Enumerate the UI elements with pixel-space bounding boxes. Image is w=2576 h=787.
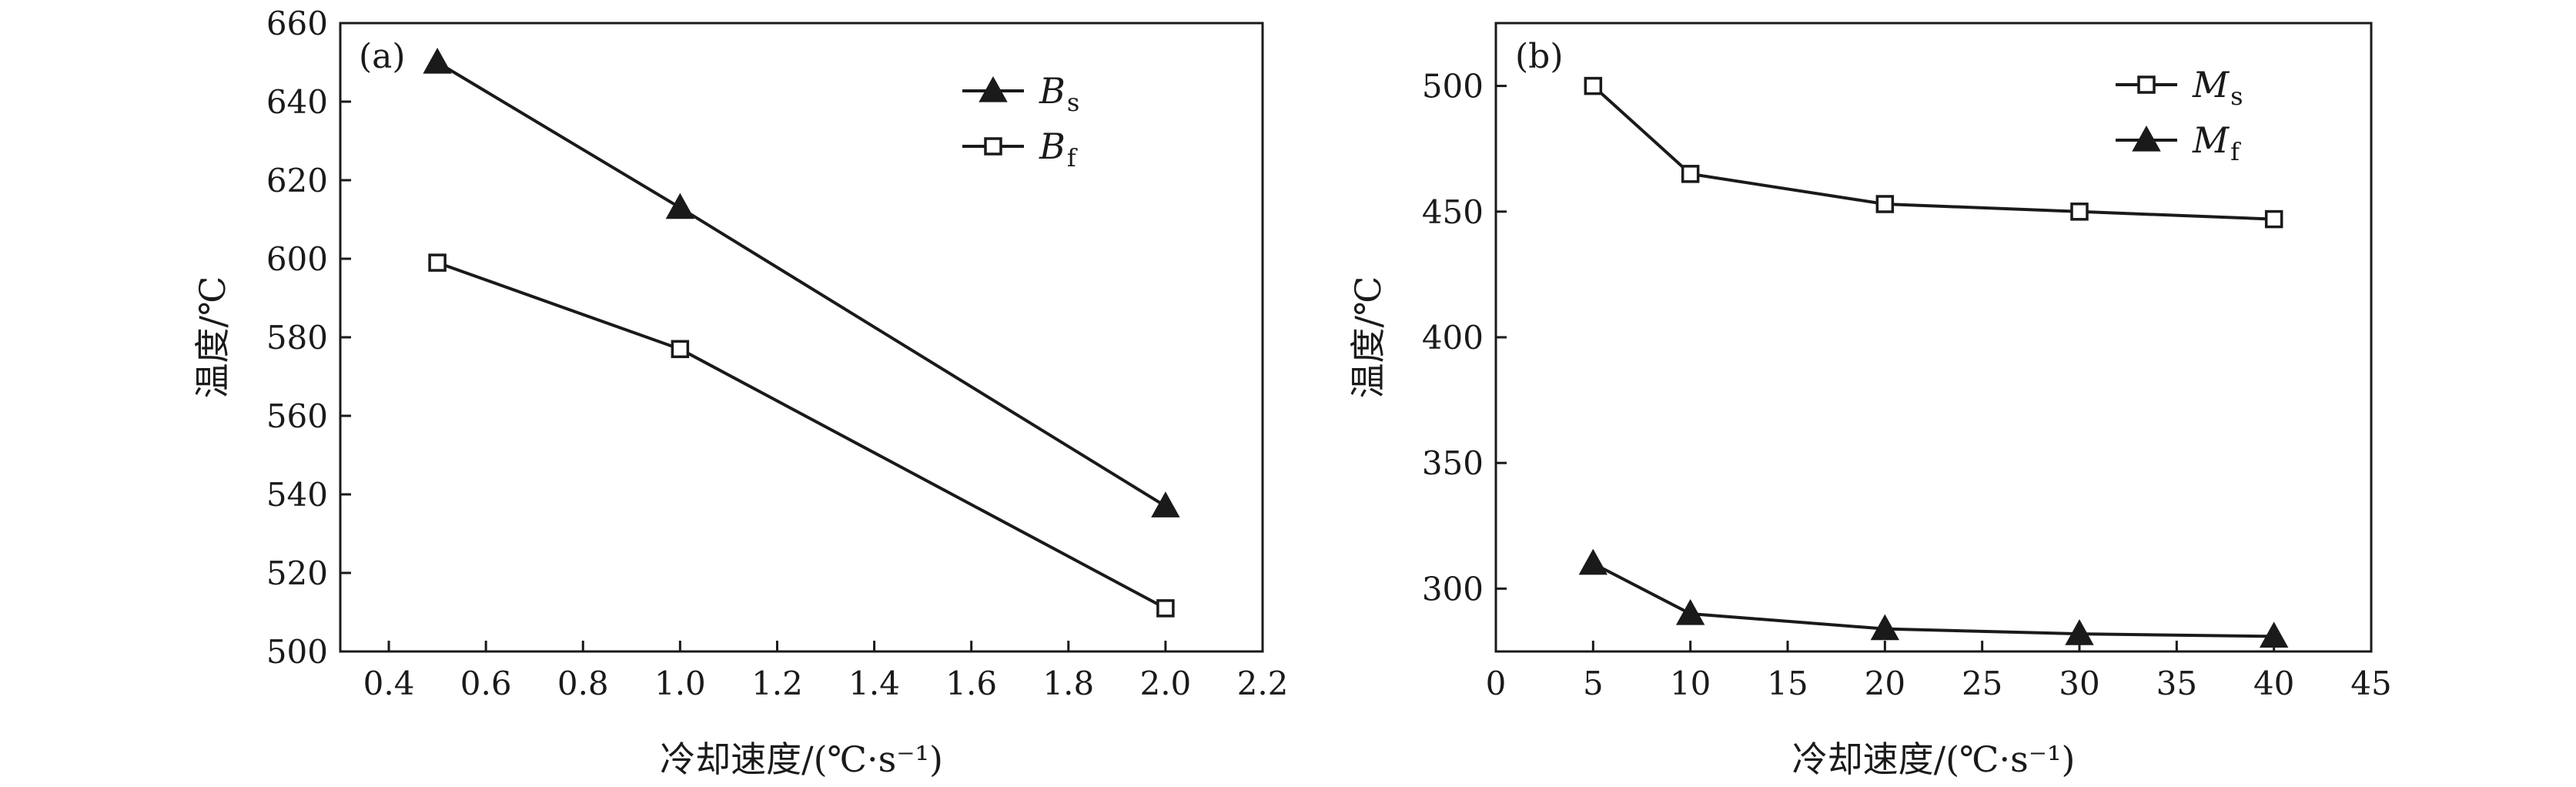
x-tick-label-b: 30 bbox=[2059, 665, 2099, 702]
data-point-ms bbox=[1681, 165, 1700, 183]
y-tick-label-a: 660 bbox=[266, 5, 328, 42]
series-line-ms bbox=[1591, 85, 2274, 221]
x-tick-label-a: 1.0 bbox=[654, 665, 706, 702]
legend-label-bf: Bf bbox=[1039, 126, 1078, 172]
data-point-bs bbox=[423, 47, 452, 74]
y-axis-title-b: 温度/℃ bbox=[1347, 276, 1389, 399]
y-tick-label-b: 450 bbox=[1422, 193, 1484, 231]
legend-marker-ms bbox=[2137, 75, 2156, 94]
y-tick-label-a: 540 bbox=[266, 476, 328, 514]
x-tick-label-a: 1.4 bbox=[848, 665, 900, 702]
x-tick-label-a: 1.2 bbox=[751, 665, 803, 702]
data-point-mf bbox=[2065, 619, 2094, 645]
y-tick-label-a: 600 bbox=[266, 240, 328, 278]
x-tick-label-a: 2.2 bbox=[1237, 665, 1289, 702]
x-tick-label-b: 5 bbox=[1583, 665, 1604, 702]
x-tick-label-b: 15 bbox=[1767, 665, 1808, 702]
x-tick-label-b: 40 bbox=[2253, 665, 2294, 702]
legend-marker-bs bbox=[979, 75, 1008, 102]
x-tick-label-b: 20 bbox=[1865, 665, 1905, 702]
y-tick-label-a: 640 bbox=[266, 83, 328, 121]
y-tick-label-a: 520 bbox=[266, 554, 328, 592]
data-point-ms bbox=[2070, 203, 2089, 221]
x-tick-label-b: 35 bbox=[2156, 665, 2197, 702]
legend-marker-bf bbox=[984, 137, 1002, 156]
legend-label-ms: Ms bbox=[2192, 64, 2243, 111]
data-point-ms bbox=[2264, 209, 2283, 229]
data-point-ms bbox=[1584, 76, 1603, 95]
y-tick-label-a: 580 bbox=[266, 319, 328, 357]
data-point-bf bbox=[671, 340, 690, 359]
y-axis-title-a: 温度/℃ bbox=[192, 276, 233, 399]
data-point-mf bbox=[1870, 614, 1900, 641]
data-point-bf bbox=[1156, 599, 1175, 618]
x-tick-label-b: 45 bbox=[2350, 665, 2391, 702]
data-point-bf bbox=[428, 253, 447, 272]
x-tick-label-a: 0.4 bbox=[363, 665, 415, 702]
x-tick-label-a: 1.8 bbox=[1042, 665, 1094, 702]
data-point-bs bbox=[665, 193, 695, 219]
data-point-ms bbox=[1875, 195, 1895, 213]
data-point-mf bbox=[1578, 548, 1608, 575]
chart-panel-b: 0 5 10 15 20 25 30 35 40 45 300 350 400 450 500 冷却速度/(℃… bbox=[1347, 22, 2392, 780]
data-point-mf bbox=[1675, 598, 1705, 625]
chart-panel-a: 0.4 0.6 0.8 1.0 1.2 1.4 1.6 1.8 2.0 2.2 500 520 540 5… bbox=[192, 5, 1288, 780]
x-tick-label-a: 0.6 bbox=[460, 665, 512, 702]
x-tick-label-a: 1.6 bbox=[945, 665, 997, 702]
series-line-mf bbox=[1592, 561, 2274, 638]
x-axis-title-b: 冷却速度/(℃·s⁻¹) bbox=[1792, 738, 2076, 780]
y-tick-label-b: 300 bbox=[1422, 570, 1484, 608]
y-tick-label-b: 350 bbox=[1422, 444, 1484, 482]
x-tick-label-b: 10 bbox=[1670, 665, 1711, 702]
x-tick-label-b: 25 bbox=[1962, 665, 2002, 702]
legend-label-mf: Mf bbox=[2192, 119, 2241, 166]
y-tick-label-b: 400 bbox=[1422, 319, 1484, 357]
legend-marker-mf bbox=[2132, 125, 2161, 152]
y-tick-label-a: 560 bbox=[266, 397, 328, 435]
x-axis-title-a: 冷却速度/(℃·s⁻¹) bbox=[660, 738, 943, 780]
legend-label-bs: Bs bbox=[1039, 70, 1079, 117]
y-tick-label-a: 500 bbox=[266, 633, 328, 671]
series-line-bf bbox=[437, 261, 1166, 610]
y-tick-label-a: 620 bbox=[266, 162, 328, 199]
x-tick-label-a: 2.0 bbox=[1139, 665, 1191, 702]
panel-label-b: (b) bbox=[1515, 37, 1564, 76]
data-point-mf bbox=[2259, 621, 2289, 648]
x-tick-label-b: 0 bbox=[1486, 665, 1507, 702]
plot-frame-a bbox=[339, 22, 1264, 653]
x-tick-label-a: 0.8 bbox=[557, 665, 609, 702]
y-tick-label-b: 500 bbox=[1422, 68, 1484, 105]
panel-label-a: (a) bbox=[359, 37, 406, 76]
data-point-bs bbox=[1151, 491, 1180, 517]
